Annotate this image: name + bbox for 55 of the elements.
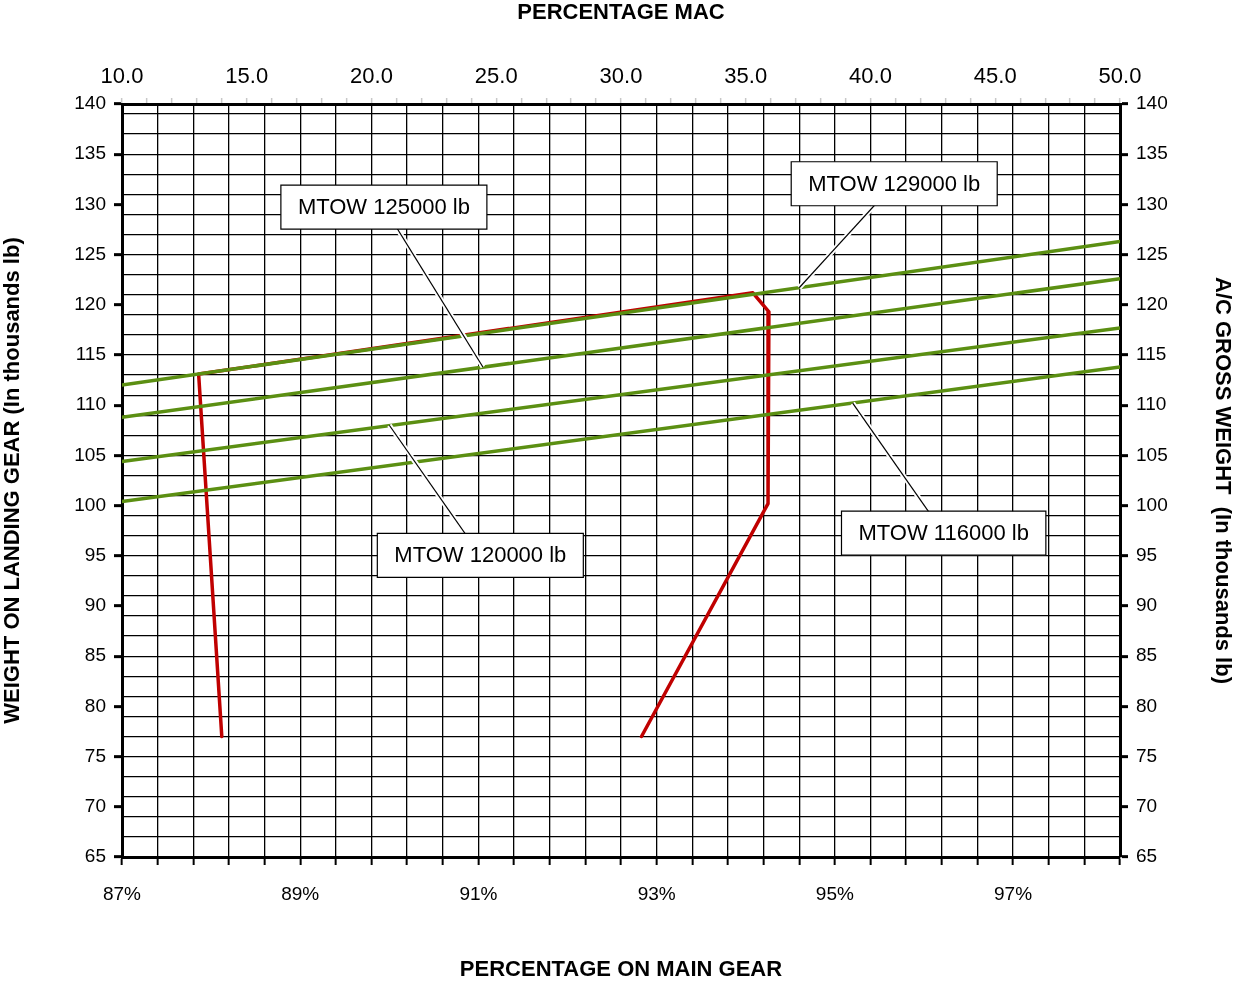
- x2-axis-title: PERCENTAGE MAC: [517, 0, 725, 25]
- y2-tick-label: 130: [1136, 192, 1168, 214]
- x2-tick-label: 35.0: [724, 62, 768, 88]
- y2-tick-label: 105: [1136, 443, 1168, 465]
- y2-tick-label: 125: [1136, 242, 1168, 264]
- y-tick-label: 65: [84, 845, 106, 867]
- y2-axis-title: A/C GROSS WEIGHT (In thousands lb): [1210, 277, 1235, 684]
- y-tick-label: 125: [74, 242, 106, 264]
- annotation: MTOW 116000 lb: [858, 520, 1029, 546]
- x2-tick-label: 40.0: [849, 62, 892, 88]
- x2-tick-label: 15.0: [225, 62, 269, 88]
- x-tick-label: 87%: [102, 882, 142, 904]
- y-tick-label: 105: [74, 443, 106, 465]
- y2-tick-label: 120: [1136, 293, 1168, 315]
- y-tick-label: 100: [74, 493, 106, 515]
- y-tick-label: 135: [74, 142, 106, 164]
- y-tick-label: 130: [74, 192, 106, 214]
- y2-tick-label: 115: [1136, 343, 1167, 365]
- y2-tick-label: 65: [1136, 845, 1158, 867]
- y-tick-label: 120: [74, 293, 106, 315]
- y-tick-label: 115: [75, 343, 106, 365]
- y2-tick-label: 135: [1136, 142, 1168, 164]
- x-tick-label: 97%: [994, 882, 1033, 904]
- x2-tick-label: 25.0: [474, 62, 518, 88]
- annotation: MTOW 125000 lb: [297, 194, 470, 220]
- y-tick-label: 95: [84, 544, 106, 566]
- y2-tick-label: 75: [1136, 744, 1158, 766]
- x2-tick-label: 50.0: [1098, 62, 1142, 88]
- y-tick-label: 75: [84, 744, 106, 766]
- y2-tick-label: 90: [1136, 594, 1158, 616]
- y-axis-title: WEIGHT ON LANDING GEAR (In thousands lb): [0, 237, 25, 724]
- y-tick-label: 85: [84, 644, 106, 666]
- y2-tick-label: 140: [1136, 92, 1168, 114]
- y-tick-label: 80: [84, 694, 106, 716]
- annotation: MTOW 120000 lb: [394, 542, 567, 568]
- y2-tick-label: 100: [1136, 493, 1168, 515]
- x-tick-label: 95%: [815, 882, 854, 904]
- x-axis-title: PERCENTAGE ON MAIN GEAR: [459, 955, 783, 981]
- y2-tick-label: 70: [1136, 795, 1158, 817]
- x-tick-label: 91%: [459, 882, 498, 904]
- y-tick-label: 140: [74, 92, 106, 114]
- y2-tick-label: 85: [1136, 644, 1158, 666]
- y-tick-label: 70: [84, 795, 106, 817]
- x-tick-label: 89%: [281, 882, 320, 904]
- y2-tick-label: 95: [1136, 544, 1158, 566]
- y-tick-label: 90: [84, 594, 106, 616]
- annotation: MTOW 129000 lb: [808, 170, 981, 196]
- x2-tick-label: 20.0: [350, 62, 393, 88]
- x2-tick-label: 45.0: [973, 62, 1017, 88]
- x-tick-label: 93%: [637, 882, 676, 904]
- x2-tick-label: 10.0: [100, 62, 144, 88]
- y-tick-label: 110: [75, 393, 106, 415]
- y2-tick-label: 110: [1136, 393, 1167, 415]
- y2-tick-label: 80: [1136, 694, 1158, 716]
- x2-tick-label: 30.0: [599, 62, 643, 88]
